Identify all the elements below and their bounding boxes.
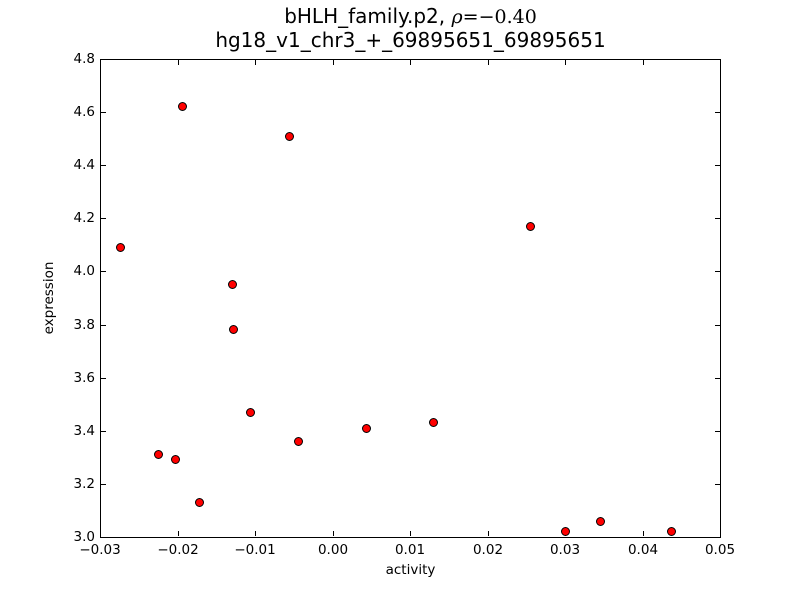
x-tick-bottom	[643, 531, 644, 536]
y-tick-label: 3.0	[73, 529, 95, 545]
y-tick-label: 3.6	[73, 370, 95, 386]
y-tick-right	[715, 484, 720, 485]
y-tick-label: 3.8	[73, 317, 95, 333]
y-tick-right	[715, 59, 720, 60]
y-tick-left	[101, 325, 106, 326]
x-tick-bottom	[255, 531, 256, 536]
x-tick-label: −0.02	[157, 542, 199, 558]
x-tick-label: 0.01	[394, 542, 426, 558]
x-tick-top	[643, 60, 644, 65]
y-tick-left	[101, 271, 106, 272]
y-tick-label: 4.0	[73, 263, 95, 279]
data-point	[195, 497, 205, 507]
data-point	[666, 527, 676, 537]
x-axis-label: activity	[385, 562, 436, 578]
x-tick-top	[333, 60, 334, 65]
plot-area	[100, 59, 721, 538]
x-tick-top	[488, 60, 489, 65]
y-tick-left	[101, 378, 106, 379]
x-tick-bottom	[488, 531, 489, 536]
data-point	[596, 516, 606, 526]
x-tick-top	[178, 60, 179, 65]
x-tick-top	[255, 60, 256, 65]
data-point	[284, 131, 294, 141]
y-tick-right	[715, 325, 720, 326]
data-point	[228, 325, 238, 335]
y-tick-left	[101, 59, 106, 60]
y-tick-left	[101, 165, 106, 166]
y-tick-left	[101, 431, 106, 432]
y-tick-label: 4.6	[73, 104, 95, 120]
data-point	[525, 221, 535, 231]
data-point	[560, 527, 570, 537]
y-tick-label: 4.2	[73, 210, 95, 226]
x-tick-label: 0.04	[627, 542, 659, 558]
y-tick-right	[715, 378, 720, 379]
x-tick-top	[720, 60, 721, 65]
data-point	[293, 436, 303, 446]
data-point	[178, 102, 188, 112]
y-tick-left	[101, 484, 106, 485]
y-tick-right	[715, 271, 720, 272]
y-tick-right	[715, 537, 720, 538]
y-tick-label: 3.4	[73, 423, 95, 439]
data-point	[153, 450, 163, 460]
y-tick-right	[715, 112, 720, 113]
chart-title-line2: hg18_v1_chr3_+_69895651_69895651	[215, 28, 606, 52]
y-tick-right	[715, 431, 720, 432]
x-tick-label: 0.05	[704, 542, 736, 558]
x-tick-bottom	[720, 531, 721, 536]
x-tick-label: 0.02	[472, 542, 504, 558]
y-tick-right	[715, 165, 720, 166]
y-axis-label: expression	[41, 261, 57, 335]
x-tick-bottom	[410, 531, 411, 536]
y-tick-label: 4.8	[73, 51, 95, 67]
y-tick-left	[101, 112, 106, 113]
y-tick-label: 3.2	[73, 476, 95, 492]
y-tick-right	[715, 218, 720, 219]
x-tick-bottom	[333, 531, 334, 536]
x-tick-bottom	[178, 531, 179, 536]
x-tick-top	[410, 60, 411, 65]
x-tick-bottom	[100, 531, 101, 536]
y-tick-label: 4.4	[73, 157, 95, 173]
y-tick-left	[101, 218, 106, 219]
data-point	[428, 418, 438, 428]
data-point	[116, 243, 126, 253]
x-tick-label: −0.03	[79, 542, 121, 558]
chart-title-line1: bHLH_family.p2, ρ=−0.40	[100, 4, 721, 29]
data-point	[362, 423, 372, 433]
data-point	[245, 407, 255, 417]
x-tick-top	[565, 60, 566, 65]
y-tick-left	[101, 537, 106, 538]
x-tick-label: 0.00	[317, 542, 349, 558]
x-tick-label: −0.01	[234, 542, 276, 558]
x-tick-top	[100, 60, 101, 65]
x-tick-label: 0.03	[549, 542, 581, 558]
chart-title-prefix: bHLH_family.p2,	[284, 4, 452, 28]
data-point	[228, 280, 238, 290]
chart-title-rho: ρ=−0.40	[451, 6, 537, 28]
